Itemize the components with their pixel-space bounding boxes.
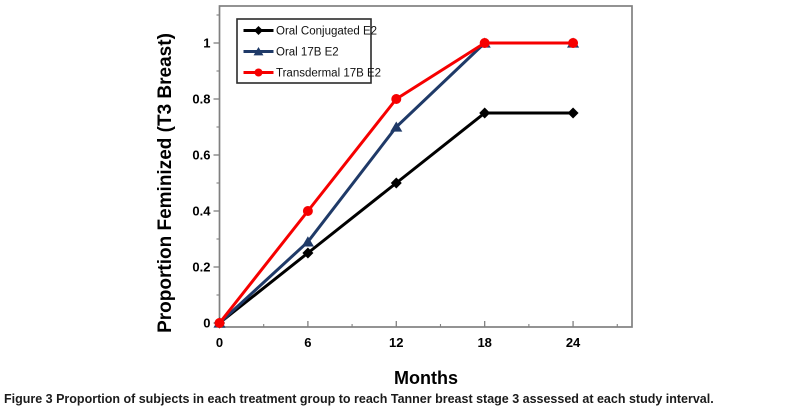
series-marker-oral-conjugated-e2 <box>390 177 402 189</box>
y-tick-label: 0.8 <box>192 92 210 107</box>
figure-caption: Figure 3 Proportion of subjects in each … <box>4 392 792 406</box>
figure-caption-text: Proportion of subjects in each treatment… <box>52 392 714 406</box>
series-marker-oral-17b-e2 <box>390 121 403 132</box>
series-marker-transdermal-17b-e2 <box>302 206 313 216</box>
x-tick-label: 12 <box>389 335 403 350</box>
legend-marker-oral-17b-e2 <box>253 47 264 56</box>
legend-label-transdermal-17b-e2: Transdermal 17B E2 <box>276 68 381 80</box>
series-marker-transdermal-17b-e2 <box>391 94 402 104</box>
y-tick-label: 0.6 <box>192 148 210 163</box>
series-marker-oral-conjugated-e2 <box>567 107 579 119</box>
x-tick-label: 18 <box>477 335 491 350</box>
legend-label-oral-conjugated-e2: Oral Conjugated E2 <box>276 26 377 38</box>
series-marker-oral-conjugated-e2 <box>479 107 491 119</box>
series-marker-transdermal-17b-e2 <box>568 38 579 48</box>
legend-marker-transdermal-17b-e2 <box>254 68 263 77</box>
x-tick-label: 0 <box>216 335 223 350</box>
legend-marker-oral-conjugated-e2 <box>254 26 263 35</box>
figure-caption-label: Figure 3 <box>4 392 53 406</box>
series-marker-transdermal-17b-e2 <box>479 38 490 48</box>
series-marker-transdermal-17b-e2 <box>214 318 225 328</box>
series-marker-oral-conjugated-e2 <box>302 247 314 259</box>
y-tick-label: 1 <box>203 36 210 51</box>
legend-label-oral-17b-e2: Oral 17B E2 <box>276 47 339 59</box>
y-tick-label: 0.4 <box>192 204 211 219</box>
x-axis-title: Months <box>394 368 458 388</box>
x-tick-label: 6 <box>304 335 311 350</box>
x-tick-label: 24 <box>566 335 581 350</box>
series-marker-oral-17b-e2 <box>301 236 314 247</box>
y-axis-title: Proportion Feminized (T3 Breast) <box>155 33 176 333</box>
y-tick-label: 0.2 <box>192 260 210 275</box>
plot-frame <box>218 5 633 328</box>
y-tick-label: 0 <box>203 316 210 331</box>
series-line-oral-conjugated-e2 <box>218 111 575 325</box>
